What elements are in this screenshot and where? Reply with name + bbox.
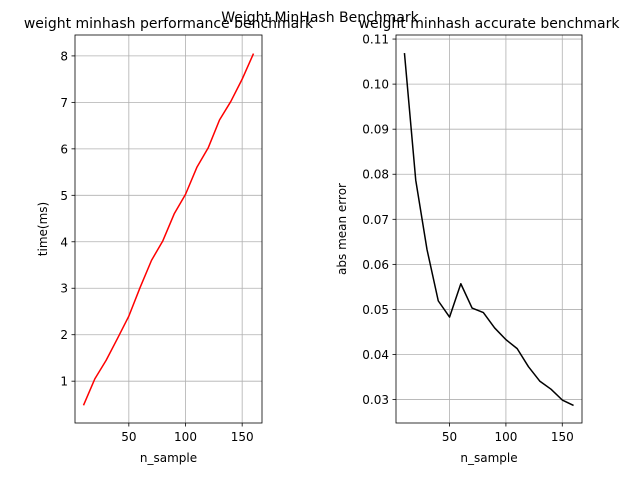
y-tick-label: 3 [60,282,68,296]
x-tick-label: 100 [174,430,197,444]
x-axis-label: n_sample [140,451,197,465]
y-tick-label: 0.06 [362,258,389,272]
y-tick-label: 6 [60,142,68,156]
chart-title: weight minhash accurate benchmark [359,16,621,32]
y-tick-label: 7 [60,96,68,110]
axes-frame [74,34,263,424]
y-tick-label: 2 [60,328,68,342]
chart-title: weight minhash performance benchmark [24,16,314,32]
y-tick-label: 0.03 [362,393,389,407]
accuracy-chart: 50 100 150 0.03 0.04 0.05 0.06 0.07 0.08 0.09 0.10… [335,16,620,465]
y-tick-label: 0.08 [362,168,389,182]
x-tick-label: 150 [551,430,574,444]
y-tick-label: 0.04 [362,348,389,362]
y-tick-label: 5 [60,189,68,203]
x-tick-label: 150 [231,430,254,444]
y-tick-label: 0.11 [362,33,389,47]
series-line [82,53,255,406]
figure-suptitle: Weight MinHash Benchmark [221,10,419,26]
y-tick-label: 4 [60,235,68,249]
y-tick-label: 0.09 [362,123,389,137]
x-tick-label: 50 [442,430,457,444]
y-tick-label: 8 [60,49,68,63]
x-tick-label: 100 [494,430,517,444]
y-axis-label: time(ms) [36,202,50,256]
axes-frame [395,34,583,424]
performance-chart: 50 100 150 1 2 3 4 5 6 7 8 weight minhash performan… [24,16,314,465]
y-axis-label: abs mean error [335,183,349,275]
y-tick-label: 0.07 [362,213,389,227]
y-tick-label: 0.05 [362,303,389,317]
y-tick-label: 0.10 [362,78,389,92]
series-line [403,52,574,407]
y-tick-label: 1 [60,375,68,389]
x-axis-label: n_sample [460,451,517,465]
x-tick-label: 50 [121,430,136,444]
